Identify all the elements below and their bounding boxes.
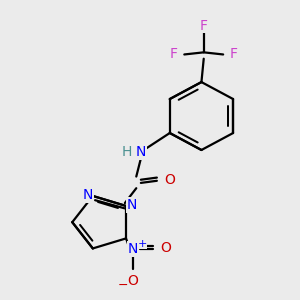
Text: F: F — [230, 47, 238, 61]
Text: N: N — [136, 145, 146, 159]
Text: −: − — [117, 279, 128, 292]
Text: O: O — [160, 241, 172, 255]
Text: N: N — [128, 242, 138, 256]
Text: F: F — [200, 19, 208, 33]
Text: O: O — [128, 274, 138, 288]
Text: H: H — [122, 145, 132, 159]
Text: O: O — [164, 173, 175, 187]
Text: F: F — [170, 47, 178, 61]
Text: N: N — [127, 198, 137, 212]
Text: +: + — [137, 239, 147, 249]
Text: N: N — [83, 188, 93, 202]
